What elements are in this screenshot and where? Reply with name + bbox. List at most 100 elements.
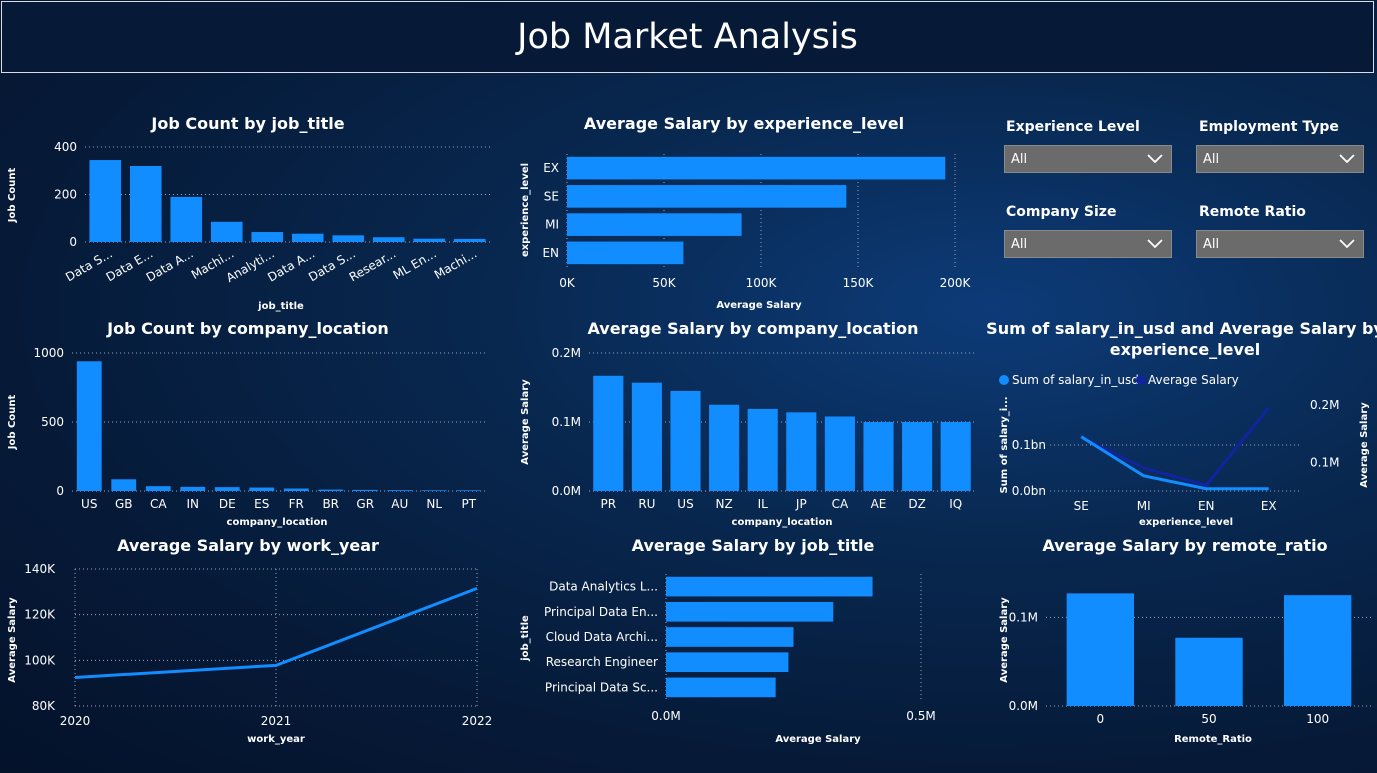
- chart-avg-salary-by-job-title[interactable]: Average Salary by job_title 0.0M 0.5M Data …: [505, 530, 985, 773]
- x-axis-label: job_title: [257, 301, 304, 312]
- remote-ratio-dropdown[interactable]: All: [1196, 230, 1364, 258]
- company-size-value: All: [1011, 236, 1028, 252]
- x-tick-label: IL: [758, 497, 769, 511]
- y-tick-label: 0.2M: [552, 346, 581, 360]
- experience-level-dropdown[interactable]: All: [1004, 145, 1172, 173]
- bar: [670, 390, 701, 491]
- chart-title: Job Count by job_title: [150, 114, 344, 133]
- chart-title: Average Salary by remote_ratio: [1042, 536, 1327, 555]
- chart-avg-salary-by-year[interactable]: Average Salary by work_year 80K 100K 120K 14…: [0, 530, 500, 773]
- chart-svg: Average Salary by work_year 80K 100K 120K 14…: [7, 536, 492, 745]
- bar: [352, 489, 378, 491]
- bar: [413, 238, 446, 242]
- x-axis-label: company_location: [732, 517, 833, 528]
- x-tick-label: 0.0M: [651, 709, 680, 723]
- y-axis-label: experience_level: [520, 163, 531, 257]
- chart-avg-salary-by-remote[interactable]: Average Salary by remote_ratio 0.0M 0.1M 0 5…: [990, 530, 1375, 773]
- bar: [567, 156, 946, 180]
- chevron-down-icon: [1147, 239, 1163, 249]
- chart-svg: Average Salary by company_location 0.0M 0.…: [520, 319, 975, 528]
- x-axis-label: work_year: [247, 734, 305, 745]
- dashboard-header: Job Market Analysis: [1, 1, 1374, 73]
- bar: [210, 221, 243, 242]
- chart-svg: Average Salary by job_title 0.0M 0.5M Data …: [520, 536, 936, 745]
- chart-avg-salary-by-location[interactable]: Average Salary by company_location 0.0M 0.…: [505, 315, 985, 530]
- legend-marker: [999, 375, 1009, 385]
- x-tick-label: DE: [219, 497, 236, 511]
- bar: [666, 627, 794, 647]
- x-tick-label: GB: [115, 497, 133, 511]
- filter-label-employment-type: Employment Type: [1199, 119, 1339, 135]
- x-tick-label: BR: [322, 497, 339, 511]
- bar: [940, 422, 971, 491]
- bar: [283, 488, 309, 491]
- bar: [332, 235, 365, 242]
- chart-title: Average Salary by experience_level: [584, 114, 904, 133]
- remote-ratio-value: All: [1203, 236, 1220, 252]
- x-tick-label: AU: [391, 497, 408, 511]
- legend-label: Average Salary: [1148, 373, 1239, 387]
- bar: [249, 487, 275, 491]
- bar: [76, 361, 102, 491]
- y-tick-label: Cloud Data Archi...: [546, 630, 658, 644]
- x-tick-label: 150K: [843, 276, 875, 290]
- x-tick-label: CA: [150, 497, 167, 511]
- x-tick-label: 50K: [652, 276, 676, 290]
- x-tick-label: 2020: [60, 714, 91, 728]
- y-tick-label: 120K: [24, 608, 56, 622]
- y-tick-label: 0.1M: [1009, 610, 1038, 624]
- x-tick-label: NL: [426, 497, 442, 511]
- bar: [387, 490, 413, 491]
- x-tick-label: Machi...: [432, 246, 479, 281]
- x-axis-label: company_location: [227, 517, 328, 528]
- legend-marker: [1136, 375, 1146, 385]
- bar: [456, 490, 482, 491]
- x-axis-label: Average Salary: [716, 300, 802, 311]
- chart-title: Sum of salary_in_usd and Average Salary …: [986, 319, 1377, 338]
- chart-job-count-by-title[interactable]: Job Count by job_title 0 200 400 Data S... Da…: [0, 108, 500, 318]
- y-tick-label: 0: [56, 484, 64, 498]
- x-axis-label: Average Salary: [775, 734, 861, 745]
- chart-sum-avg-by-experience[interactable]: Sum of salary_in_usd and Average Salary …: [986, 315, 1377, 530]
- bar: [902, 422, 933, 491]
- bar: [318, 489, 344, 491]
- chart-title: experience_level: [1110, 340, 1261, 359]
- bar: [567, 241, 684, 265]
- employment-type-dropdown[interactable]: All: [1196, 145, 1364, 173]
- chart-job-count-by-location[interactable]: Job Count by company_location 0 500 1000 US G…: [0, 315, 500, 530]
- x-tick-label: AE: [871, 497, 887, 511]
- y-tick-label: SE: [544, 189, 559, 203]
- y-tick-label: 0.0bn: [1012, 484, 1046, 498]
- bar: [747, 408, 778, 491]
- y-tick-label: 1000: [33, 346, 64, 360]
- company-size-dropdown[interactable]: All: [1004, 230, 1172, 258]
- bar: [567, 185, 847, 208]
- bar: [666, 576, 873, 597]
- series-line: [74, 587, 478, 679]
- bar: [786, 412, 817, 491]
- x-tick-label: MI: [1137, 499, 1151, 513]
- x-tick-label: 100: [1306, 712, 1329, 726]
- y-tick-label: MI: [545, 218, 559, 232]
- x-axis-label: experience_level: [1139, 517, 1233, 528]
- x-tick-label: 0.5M: [906, 709, 935, 723]
- x-tick-label: 0: [1097, 712, 1105, 726]
- x-tick-label: ES: [254, 497, 269, 511]
- y-tick-label: Principal Data En...: [544, 605, 658, 619]
- x-tick-label: ML En...: [391, 246, 439, 282]
- bar: [291, 233, 324, 242]
- bar: [89, 160, 122, 242]
- y-tick-label: 140K: [24, 562, 56, 576]
- bar: [372, 237, 405, 242]
- bar: [567, 213, 742, 236]
- x-tick-label: PR: [601, 497, 617, 511]
- y-tick-label: 400: [54, 140, 77, 154]
- chart-avg-salary-by-experience[interactable]: Average Salary by experience_level 0K 50K 1…: [505, 108, 985, 318]
- x-tick-label: 2021: [261, 714, 292, 728]
- chart-svg: Average Salary by experience_level 0K 50K 1…: [520, 114, 972, 311]
- chart-svg: Job Count by company_location 0 500 1000 US G…: [7, 319, 486, 528]
- y-tick-label: EN: [542, 246, 559, 260]
- y-tick-label: 200: [54, 188, 77, 202]
- bar: [666, 677, 776, 698]
- y-tick-label: 500: [41, 415, 64, 429]
